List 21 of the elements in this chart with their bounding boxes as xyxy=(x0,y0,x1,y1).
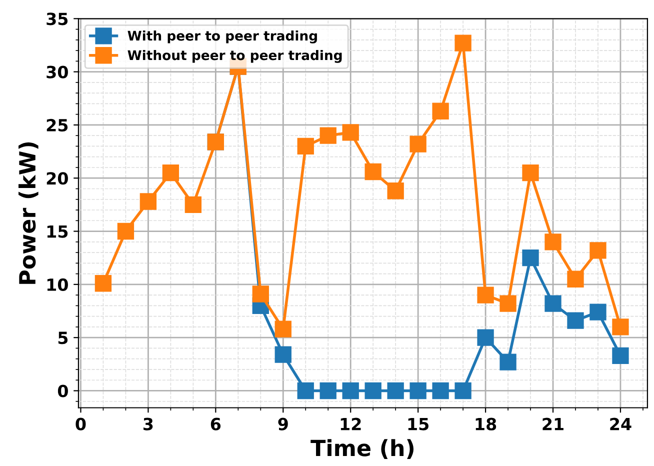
y-tick-label: 5 xyxy=(58,332,68,344)
y-tick-label: 10 xyxy=(47,278,68,291)
y-tick-label: 30 xyxy=(46,66,68,78)
x-tick-label: 9 xyxy=(278,418,288,430)
x-tick-label: 21 xyxy=(542,418,564,430)
y-tick-label: 15 xyxy=(47,225,68,238)
x-tick-label: 3 xyxy=(144,418,153,430)
x-tick-label: 24 xyxy=(610,418,632,430)
y-tick-label: 25 xyxy=(46,118,68,132)
x-tick-label: 15 xyxy=(408,418,428,430)
x-tick-label: 6 xyxy=(210,418,221,430)
x-tick-label: 18 xyxy=(476,418,496,430)
legend-label: With peer to peer trading xyxy=(128,30,317,44)
y-tick-label: 0 xyxy=(58,384,68,398)
y-axis-title: Power (kW) xyxy=(18,142,38,284)
x-tick-label: 0 xyxy=(76,418,86,430)
y-tick-label: 35 xyxy=(46,12,68,26)
y-tick-label: 20 xyxy=(46,172,68,185)
x-axis-title: Time (h) xyxy=(310,439,414,459)
legend-label: Without peer to peer trading xyxy=(128,50,342,63)
x-tick-label: 12 xyxy=(340,418,361,430)
